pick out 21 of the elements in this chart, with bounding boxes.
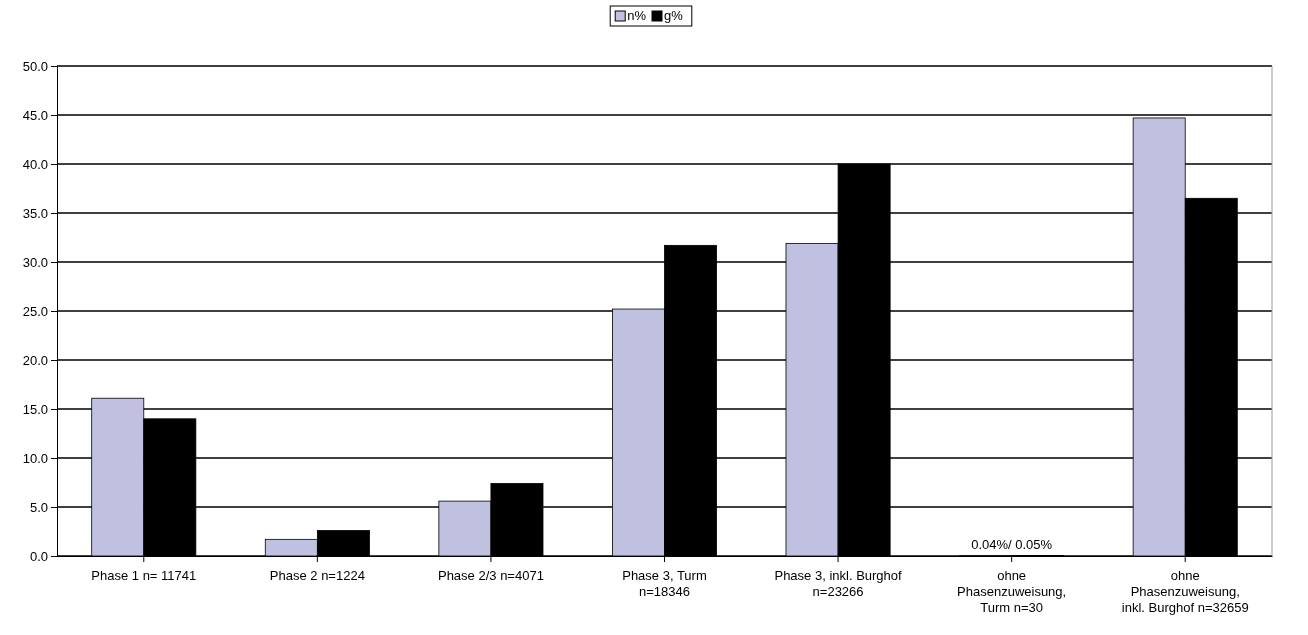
y-tick-label: 10.0 — [22, 450, 48, 466]
legend-label: n% — [627, 8, 647, 23]
x-tick-label: Phase 2 n=1224 — [269, 568, 365, 583]
y-tick-label: 50.0 — [22, 58, 48, 74]
y-tick-label: 0.0 — [29, 548, 48, 564]
annotation: 0.04%/ 0.05% — [971, 536, 1053, 552]
y-tick-label: 25.0 — [22, 303, 48, 319]
x-tick-label: ohne Phasenzuweisung, Turm n=30 — [957, 568, 1067, 615]
x-tick-label: Phase 2/3 n=4071 — [437, 568, 544, 583]
y-tick-label: 20.0 — [22, 352, 48, 368]
x-tick-label: Phase 1 n= 11741 — [91, 568, 197, 583]
y-tick-label: 5.0 — [29, 499, 48, 515]
y-tick-label: 15.0 — [22, 401, 48, 417]
x-tick-label: Phase 3, inkl. Burghof n=23266 — [774, 568, 903, 599]
x-tick-label: ohne Phasenzuweisung, inkl. Burghof n=32659 — [1121, 568, 1249, 615]
x-tick-label: Phase 3, Turm n=18346 — [622, 568, 707, 599]
y-tick-label: 40.0 — [22, 156, 48, 172]
y-tick-label: 35.0 — [22, 205, 48, 221]
y-tick-label: 30.0 — [22, 254, 48, 270]
y-tick-label: 45.0 — [22, 107, 48, 123]
legend-label: g% — [664, 8, 684, 23]
